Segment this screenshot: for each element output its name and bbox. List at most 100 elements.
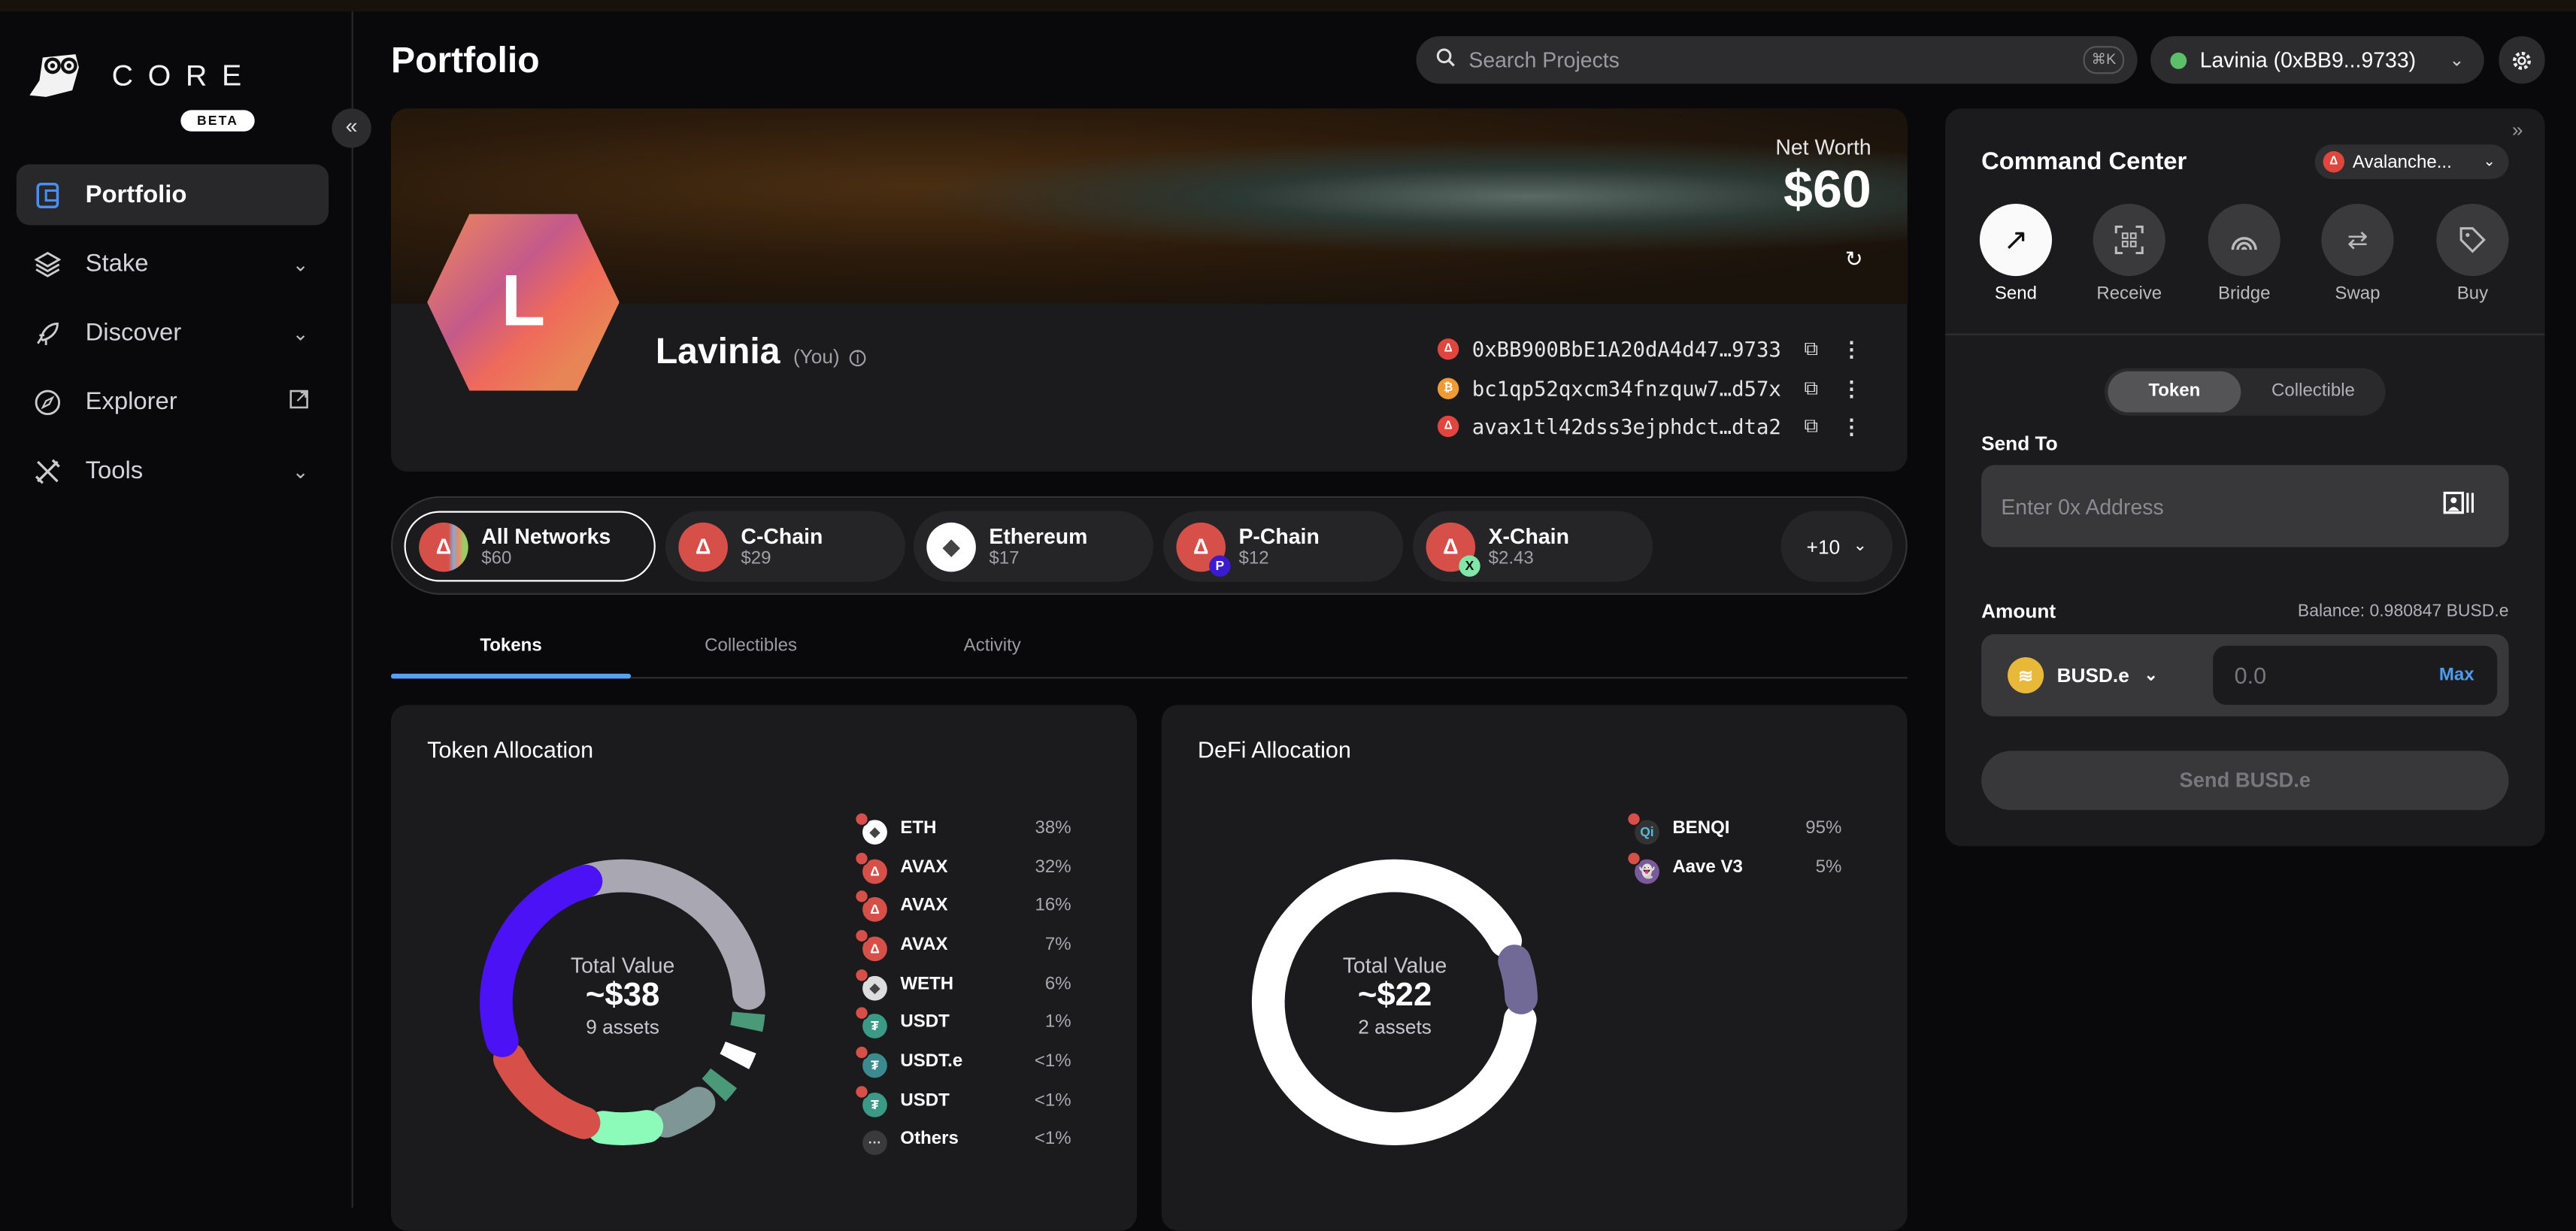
all-networks-icon: Δ [419,521,468,572]
address-input[interactable]: Enter 0x Address [1981,465,2509,547]
balance-text: Balance: 0.980847 BUSD.e [2297,601,2509,621]
avax-token-icon: Δ [854,850,887,884]
search-input[interactable]: Search Projects ⌘K [1416,36,2138,84]
receive-action-button[interactable] [2093,203,2165,277]
x-badge: X [1459,554,1480,576]
legend-item: Δ AVAX 16% [854,887,1071,926]
sidebar-item-tools[interactable]: Tools ⌄ [17,441,329,502]
legend-label: AVAX [900,896,948,916]
more-options-icon[interactable]: ⋮ [1841,336,1862,362]
defi-donut-center: Total Value ~$22 2 assets [1263,953,1526,1038]
legend-item: ◆ WETH 6% [854,964,1071,1003]
sidebar-item-stake[interactable]: Stake ⌄ [17,233,329,294]
chevron-down-icon: ⌄ [2483,153,2496,170]
legend-percent: 6% [1044,973,1071,994]
avatar: L [427,214,620,391]
receive-label: Receive [2096,284,2162,305]
external-link-icon [289,390,309,414]
chip-value: $17 [989,548,1020,569]
ethereum-icon: ◆ [926,521,976,572]
toggle-collectible[interactable]: Collectible [2271,381,2355,402]
tab-collectibles[interactable]: Collectibles [705,635,797,656]
swap-action-button[interactable]: ⇄ [2321,203,2394,277]
tab-activity[interactable]: Activity [963,635,1021,656]
token-select-value: BUSD.e [2056,663,2129,687]
network-badge-icon [1626,850,1641,866]
refresh-icon[interactable]: ↻ [1844,246,1863,271]
copy-icon[interactable]: ⧉ [1804,414,1819,438]
avalanche-x-icon: Δ [1437,415,1459,438]
profile-banner [391,108,1908,305]
copy-icon[interactable]: ⧉ [1804,336,1819,360]
more-options-icon[interactable]: ⋮ [1841,414,1862,439]
send-action-button[interactable]: ↗ [1979,203,2053,277]
total-value-label: Total Value [1342,953,1447,978]
chevron-down-icon: ⌄ [2144,666,2158,685]
more-networks-button[interactable]: +10 ⌄ [1780,511,1893,582]
usdt-token-icon: ₮ [854,1005,887,1039]
network-badge-icon [854,928,869,943]
max-button[interactable]: Max [2438,665,2474,686]
donut-segment-weth [649,1087,716,1138]
legend-label: AVAX [900,935,948,955]
copy-icon[interactable]: ⧉ [1804,375,1819,399]
buy-action-button[interactable] [2436,203,2509,277]
donut-segment-usdt [702,1068,738,1102]
brand-name: CORE [111,59,256,92]
swap-icon: ⇄ [2347,226,2368,255]
legend-percent: <1% [1034,1090,1071,1111]
contacts-icon[interactable] [2443,490,2476,522]
send-submit-button[interactable]: Send BUSD.e [1981,750,2509,811]
tag-icon [2459,227,2486,253]
donut-segment-avax [492,1042,601,1139]
amount-input[interactable]: 0.0 Max [2213,645,2498,705]
sidebar-item-discover[interactable]: Discover ⌄ [17,302,329,363]
account-selector[interactable]: Lavinia (0xBB9...9733) ⌄ [2150,36,2484,84]
chevron-down-icon: ⌄ [2449,50,2465,71]
legend-item: ₮ USDT 1% [854,1003,1071,1042]
network-badge-icon [854,1084,869,1099]
chevron-down-icon: ⌄ [1853,537,1867,556]
net-worth-label: Net Worth [1775,135,1871,159]
network-chip-c-chain[interactable]: Δ C-Chain $29 [665,511,905,582]
layers-icon [33,249,62,278]
bridge-action-button[interactable] [2208,203,2281,277]
you-label: (You) [792,344,840,368]
status-dot [2170,51,2187,68]
settings-button[interactable] [2499,36,2545,84]
more-networks-count: +10 [1806,535,1841,558]
network-select[interactable]: Δ Avalanche... ⌄ [2314,144,2509,180]
collapse-sidebar-button[interactable]: « [332,108,371,148]
expand-panel-button[interactable]: » [2511,118,2523,141]
token-allocation-title: Token Allocation [427,735,594,763]
legend-label: USDT.e [900,1051,963,1072]
usdt-token-icon: ₮ [854,1084,887,1117]
network-chip-all[interactable]: Δ All Networks $60 [404,511,656,582]
network-select-value: Avalanche... [2352,152,2452,172]
defi-legend: Qi BENQI 95% 👻 Aave V3 5% [1626,808,1841,887]
legend-percent: 5% [1815,857,1842,877]
network-badge-icon [1626,811,1641,826]
avalanche-icon: Δ [1437,338,1459,360]
sidebar-item-label: Explorer [85,387,177,416]
address-row: Δ avax1tl42dss3ejphdct…dta2 ⧉ ⋮ [1437,414,1862,439]
command-center-title: Command Center [1981,147,2187,176]
chip-value: $12 [1238,548,1269,569]
total-value: ~$22 [1357,978,1432,1014]
tab-tokens[interactable]: Tokens [480,635,542,656]
legend-percent: 1% [1044,1012,1071,1032]
token-select[interactable]: ≋ BUSD.e ⌄ [2008,656,2158,695]
amount-placeholder: 0.0 [2234,662,2267,689]
info-icon[interactable]: i [849,350,866,367]
sidebar-item-portfolio[interactable]: Portfolio [16,164,329,226]
network-chip-ethereum[interactable]: ◆ Ethereum $17 [913,511,1153,582]
sidebar-item-explorer[interactable]: Explorer [17,371,329,432]
toggle-token[interactable]: Token [2108,371,2241,413]
donut-segment-avax [480,864,603,1057]
search-icon [1436,47,1456,72]
busd-token-icon: ≋ [2008,657,2044,694]
more-options-icon[interactable]: ⋮ [1841,375,1862,401]
